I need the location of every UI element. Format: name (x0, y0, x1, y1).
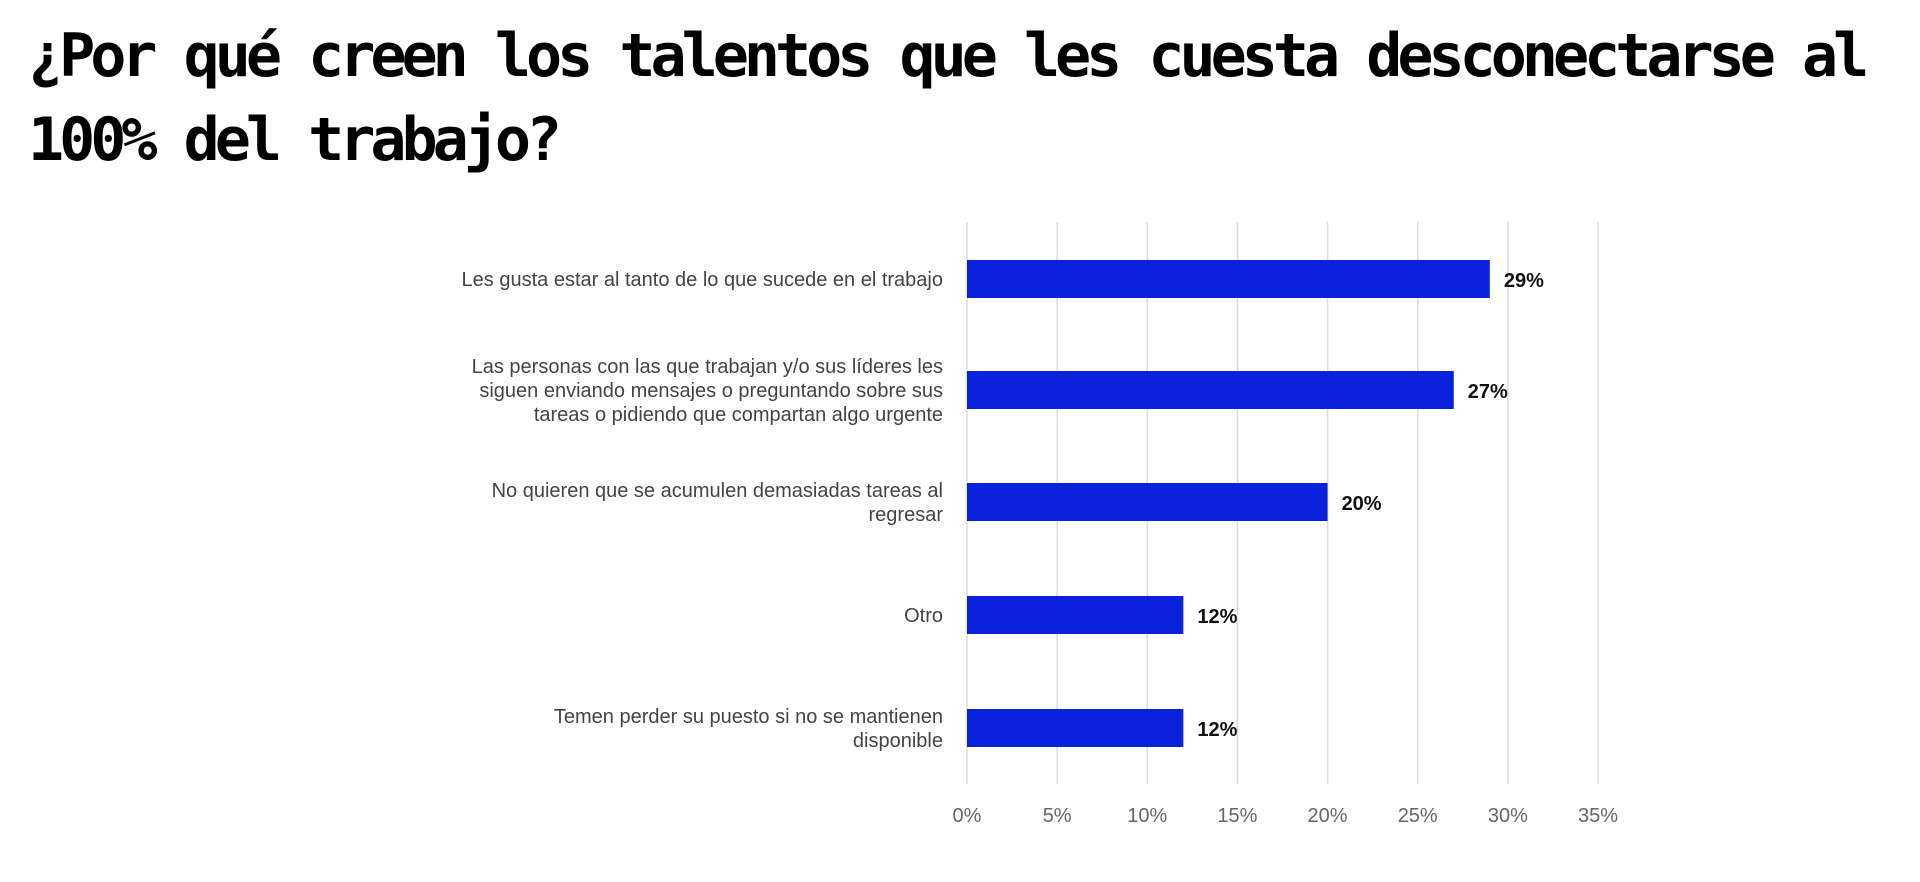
category-label: tareas o pidiendo que compartan algo urg… (534, 404, 943, 426)
x-tick-label: 10% (1127, 805, 1167, 827)
x-tick-label: 15% (1217, 805, 1257, 827)
data-label: 12% (1197, 606, 1237, 628)
category-label: Les gusta estar al tanto de lo que suced… (462, 269, 943, 291)
category-label: siguen enviando mensajes o preguntando s… (479, 380, 943, 402)
data-label: 29% (1504, 270, 1544, 292)
data-label: 20% (1342, 493, 1382, 515)
x-tick-label: 5% (1043, 805, 1072, 827)
x-tick-label: 20% (1308, 805, 1348, 827)
x-tick-label: 25% (1398, 805, 1438, 827)
category-label: disponible (853, 730, 943, 752)
category-label: Las personas con las que trabajan y/o su… (472, 356, 943, 378)
x-tick-label: 35% (1578, 805, 1618, 827)
bar (967, 709, 1184, 747)
category-label: regresar (869, 504, 944, 526)
data-label: 12% (1197, 719, 1237, 741)
category-label: Otro (904, 605, 943, 627)
x-tick-label: 0% (953, 805, 982, 827)
data-label: 27% (1468, 381, 1508, 403)
category-label: No quieren que se acumulen demasiadas ta… (492, 480, 943, 502)
bar (967, 260, 1490, 298)
chart-title: ¿Por qué creen los talentos que les cues… (28, 21, 1869, 175)
bar (967, 371, 1454, 409)
bar (967, 483, 1328, 521)
category-label: Temen perder su puesto si no se mantiene… (554, 706, 943, 728)
bar (967, 596, 1184, 634)
x-tick-label: 30% (1488, 805, 1528, 827)
